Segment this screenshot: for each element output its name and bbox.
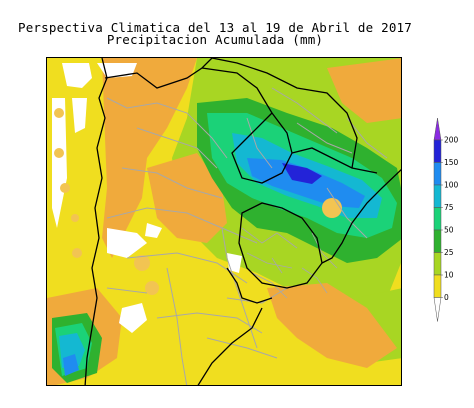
legend-swatch xyxy=(433,139,442,163)
field-150-200 xyxy=(282,163,322,184)
legend-tick-label: 100 xyxy=(444,181,459,190)
legend-tick-label: 0 xyxy=(444,293,449,302)
legend-tick-label: 10 xyxy=(444,271,454,280)
field-100-150-southwest xyxy=(63,354,79,376)
legend-tick-label: 50 xyxy=(444,226,454,235)
precipitation-map xyxy=(46,57,402,386)
field-100-150 xyxy=(247,158,365,208)
map-title-line2: Precipitacion Acumulada (mm) xyxy=(106,32,324,47)
field-orange-east xyxy=(327,58,401,123)
map-title-line1: Perspectiva Climatica del 13 al 19 de Ab… xyxy=(17,20,412,35)
legend-tick-label: 150 xyxy=(444,158,459,167)
legend-swatch xyxy=(433,162,442,186)
legend-swatch-above-200 xyxy=(433,117,442,141)
field-orange-mid xyxy=(147,153,227,243)
legend-tick-label: 25 xyxy=(444,248,454,257)
country-borders xyxy=(84,58,401,385)
legend-tick-label: 200 xyxy=(444,136,459,145)
legend-swatch xyxy=(433,252,442,276)
legend-swatch-below-0 xyxy=(433,297,442,322)
field-orange-dots xyxy=(54,108,342,295)
department-borders xyxy=(241,227,338,299)
legend-swatch xyxy=(433,207,442,231)
legend-swatch xyxy=(433,274,442,298)
legend-swatch xyxy=(433,229,442,253)
legend-tick-label: 75 xyxy=(444,203,454,212)
province-borders xyxy=(106,87,388,385)
precipitation-map-svg xyxy=(47,58,401,385)
color-legend: 200 150 100 75 50 25 10 0 xyxy=(430,110,470,340)
legend-swatch xyxy=(433,184,442,208)
map-title: Perspectiva Climatica del 13 al 19 de Ab… xyxy=(0,20,430,47)
field-orange-south xyxy=(267,283,397,368)
